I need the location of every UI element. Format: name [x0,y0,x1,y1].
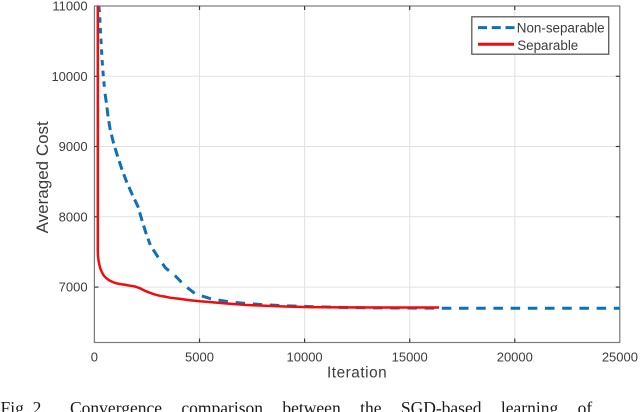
svg-text:Convergence comparison between: Convergence comparison between the SGD-b… [70,398,592,412]
svg-text:8000: 8000 [59,209,88,224]
svg-text:Non-separable: Non-separable [517,21,605,36]
svg-text:Averaged Cost: Averaged Cost [33,121,52,233]
svg-text:20000: 20000 [497,349,533,364]
svg-text:15000: 15000 [392,349,428,364]
svg-text:10000: 10000 [51,69,87,84]
svg-text:7000: 7000 [59,280,88,295]
svg-text:Iteration: Iteration [327,364,387,381]
svg-text:25000: 25000 [602,349,638,364]
svg-text:Fig. 2.: Fig. 2. [1,398,46,412]
svg-text:Separable: Separable [517,38,578,53]
svg-text:9000: 9000 [59,139,88,154]
svg-text:0: 0 [91,349,98,364]
svg-text:11000: 11000 [52,0,87,14]
svg-text:10000: 10000 [287,349,323,364]
svg-text:5000: 5000 [185,349,214,364]
